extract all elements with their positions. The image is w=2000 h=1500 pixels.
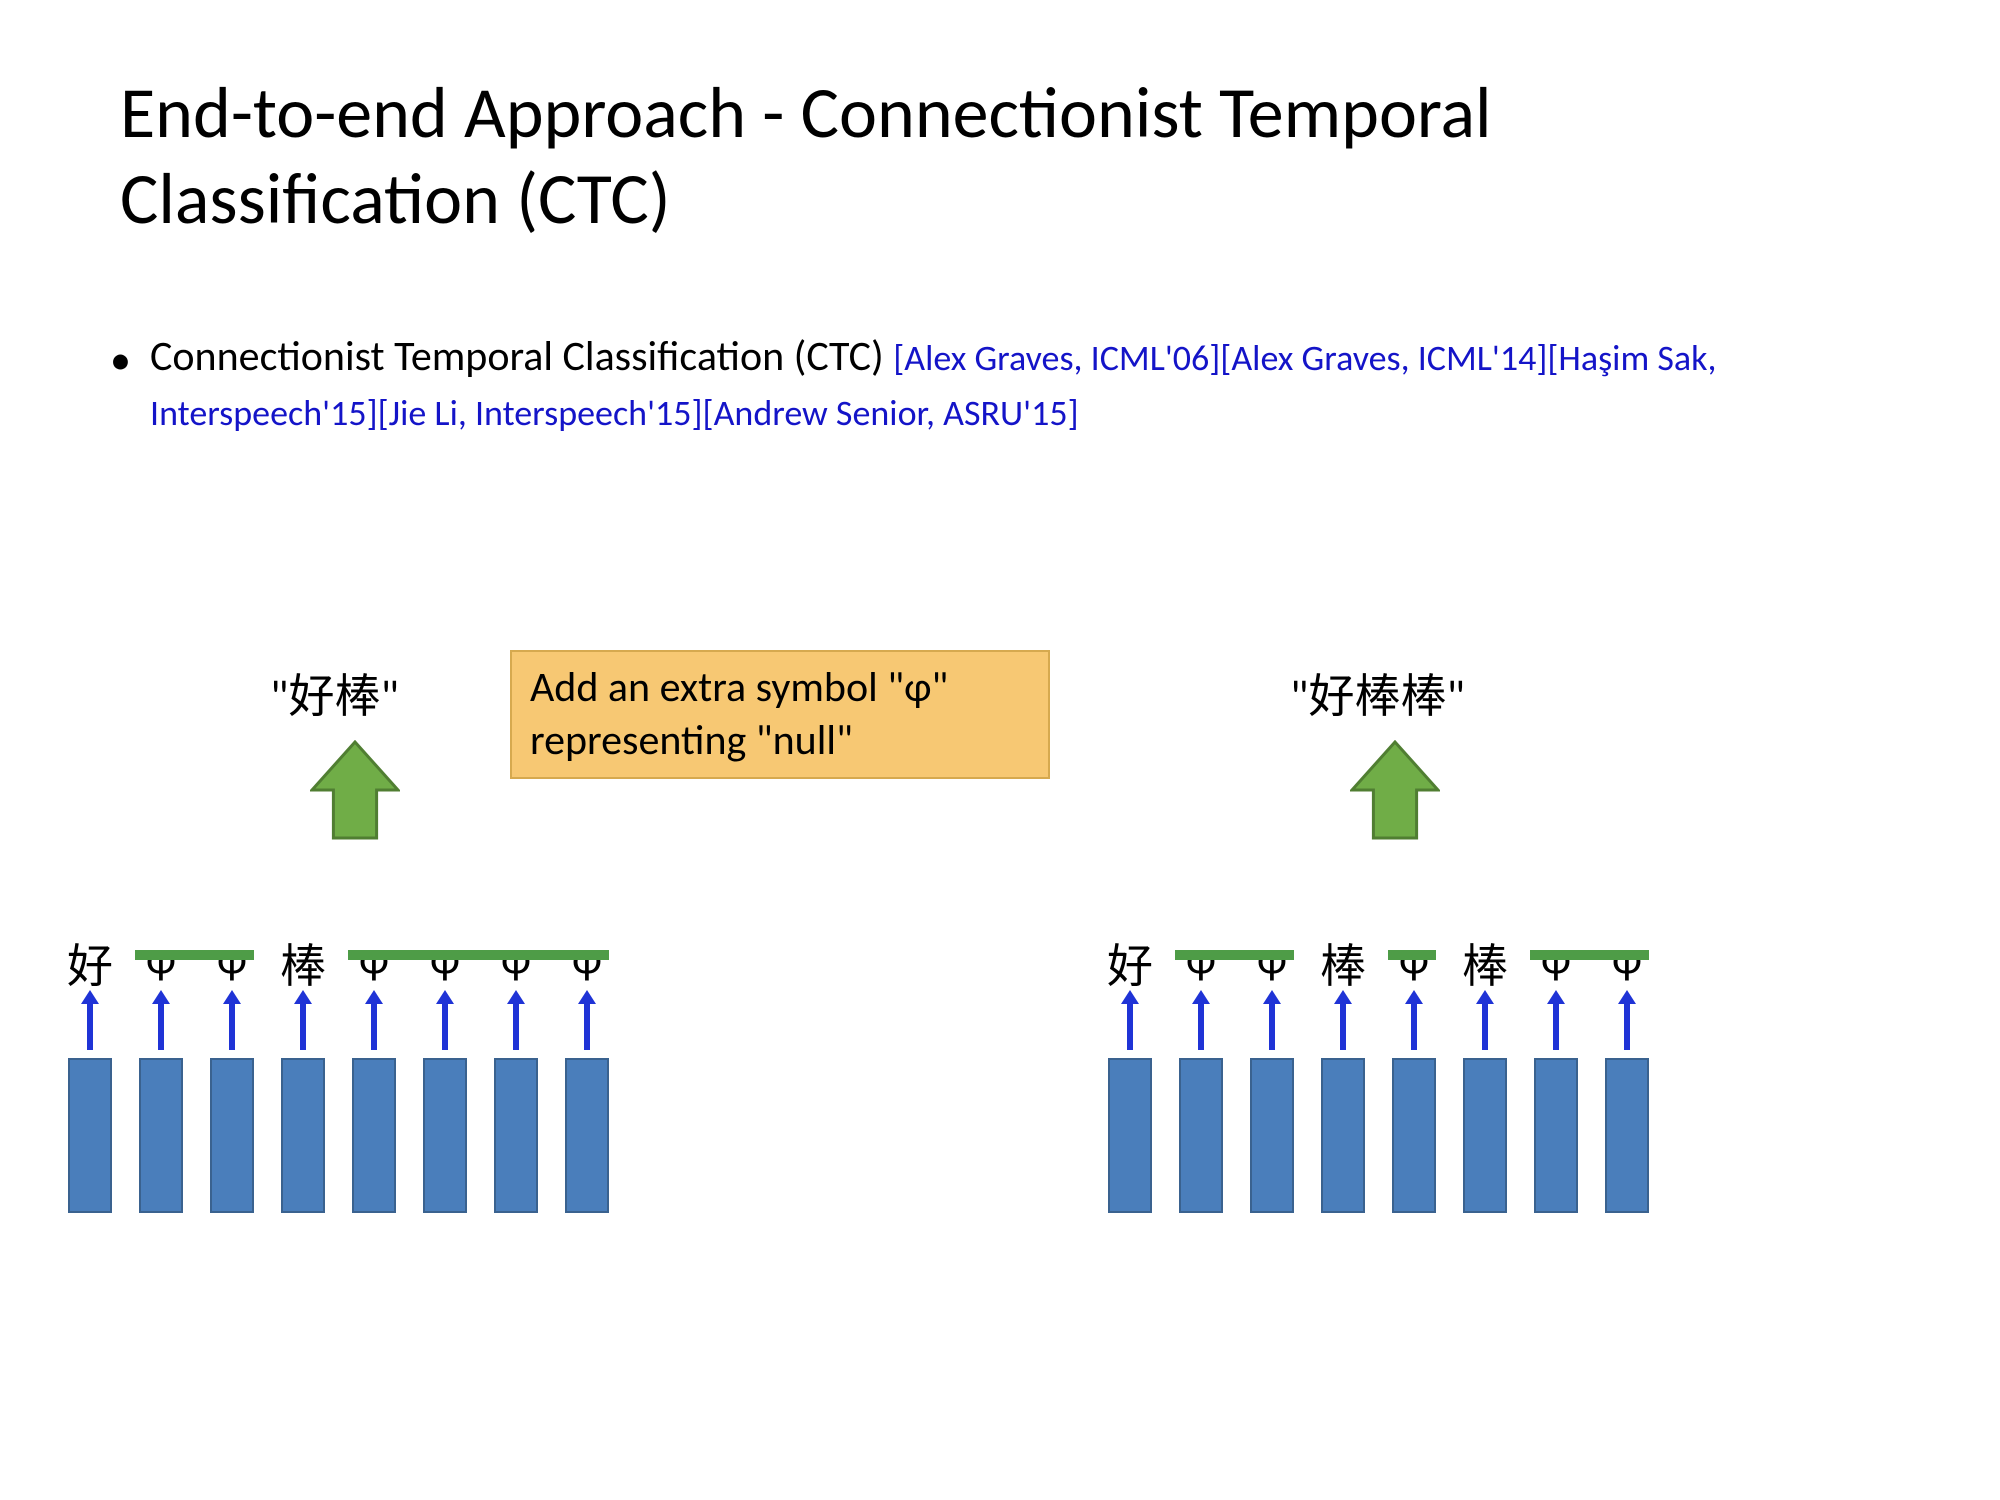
input-frame-bar: [281, 1058, 325, 1213]
up-arrow-icon: [1473, 990, 1497, 1055]
up-arrow-icon: [149, 990, 173, 1055]
bullet-main-text: Connectionist Temporal Classification (C…: [150, 331, 893, 382]
sequence-left: 好φφ棒φφφφ: [60, 930, 628, 1230]
up-arrow-icon: [433, 990, 457, 1055]
input-frame-bar: [210, 1058, 254, 1213]
input-frame-bar: [1534, 1058, 1578, 1213]
input-frame-bar: [1179, 1058, 1223, 1213]
slide-title: End-to-end Approach - Connectionist Temp…: [120, 70, 1880, 243]
input-frame-bar: [1108, 1058, 1152, 1213]
input-frame-bar: [565, 1058, 609, 1213]
input-frame-bar: [1463, 1058, 1507, 1213]
up-arrow-icon: [1260, 990, 1284, 1055]
strike-line: [348, 950, 609, 960]
up-arrow-icon: [1544, 990, 1568, 1055]
big-up-arrow-left: [310, 740, 400, 840]
input-frame-bar: [1321, 1058, 1365, 1213]
input-frame-bar: [139, 1058, 183, 1213]
up-arrow-icon: [1189, 990, 1213, 1055]
up-arrow-icon: [575, 990, 599, 1055]
input-frame-bar: [1250, 1058, 1294, 1213]
input-frame-bar: [1392, 1058, 1436, 1213]
bullet-item: • Connectionist Temporal Classification …: [150, 330, 1860, 439]
input-frame-bar: [352, 1058, 396, 1213]
strike-line: [135, 950, 254, 960]
up-arrow-icon: [1331, 990, 1355, 1055]
up-arrow-icon: [220, 990, 244, 1055]
seq-token: 好: [60, 930, 120, 996]
up-arrow-icon: [362, 990, 386, 1055]
up-arrow-icon: [504, 990, 528, 1055]
callout-phi-null: Add an extra symbol "φ" representing "nu…: [510, 650, 1050, 779]
input-frame-bar: [68, 1058, 112, 1213]
up-arrow-icon: [291, 990, 315, 1055]
up-arrow-icon: [1402, 990, 1426, 1055]
seq-token: 棒: [1313, 930, 1373, 996]
up-arrow-icon: [1615, 990, 1639, 1055]
input-frame-bar: [423, 1058, 467, 1213]
bullet-dot: •: [110, 334, 131, 389]
big-up-arrow-right: [1350, 740, 1440, 840]
output-label-left: "好棒": [270, 660, 399, 726]
output-label-right: "好棒棒": [1290, 660, 1465, 726]
seq-token: 好: [1100, 930, 1160, 996]
strike-line: [1388, 950, 1436, 960]
input-frame-bar: [494, 1058, 538, 1213]
up-arrow-icon: [1118, 990, 1142, 1055]
strike-line: [1530, 950, 1649, 960]
sequence-right: 好φφ棒φ棒φφ: [1100, 930, 1668, 1230]
input-frame-bar: [1605, 1058, 1649, 1213]
strike-line: [1175, 950, 1294, 960]
up-arrow-icon: [78, 990, 102, 1055]
seq-token: 棒: [273, 930, 333, 996]
seq-token: 棒: [1455, 930, 1515, 996]
